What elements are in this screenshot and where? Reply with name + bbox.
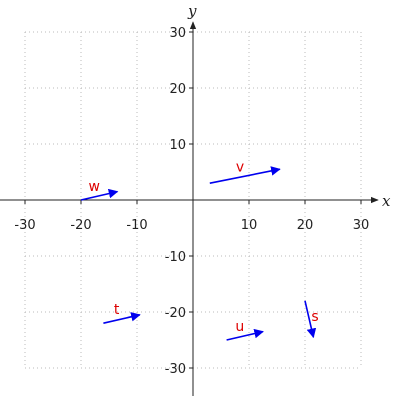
- vector-arrow-v: [209, 166, 281, 184]
- axes: [0, 21, 379, 396]
- vectors: v w t u s: [80, 159, 319, 341]
- x-tick-label: 20: [297, 218, 314, 233]
- vector-t: t: [103, 302, 141, 324]
- y-tick-label: 20: [169, 82, 186, 97]
- vector-arrow-t: [103, 312, 141, 324]
- vector-label-s: s: [311, 309, 318, 325]
- y-tick-label: 10: [169, 138, 186, 153]
- vector-label-w: w: [88, 179, 99, 195]
- y-tick-label: 30: [169, 26, 186, 41]
- x-tick-label: 30: [353, 218, 370, 233]
- vector-w: w: [80, 179, 119, 201]
- x-tick-label: -10: [126, 218, 147, 233]
- vector-u: u: [226, 319, 264, 341]
- y-axis-label: y: [187, 2, 197, 20]
- vector-label-t: t: [114, 302, 120, 318]
- tick-labels: -30 -20 -10 10 20 30 -30 -20 -10 10 20 30: [14, 26, 369, 377]
- vector-label-u: u: [235, 319, 244, 335]
- x-tick-label: -20: [70, 218, 91, 233]
- vector-label-v: v: [236, 159, 244, 175]
- vector-arrow-u: [226, 328, 264, 341]
- vector-v: v: [209, 159, 281, 184]
- x-axis-label: x: [382, 192, 391, 210]
- vector-s: s: [304, 300, 319, 339]
- y-tick-label: -10: [165, 250, 186, 265]
- x-tick-label: -30: [14, 218, 35, 233]
- y-tick-label: -30: [165, 362, 186, 377]
- vector-arrow-w: [80, 188, 119, 201]
- x-tick-label: 10: [241, 218, 258, 233]
- y-tick-label: -20: [165, 306, 186, 321]
- vector-arrow-s: [304, 300, 317, 339]
